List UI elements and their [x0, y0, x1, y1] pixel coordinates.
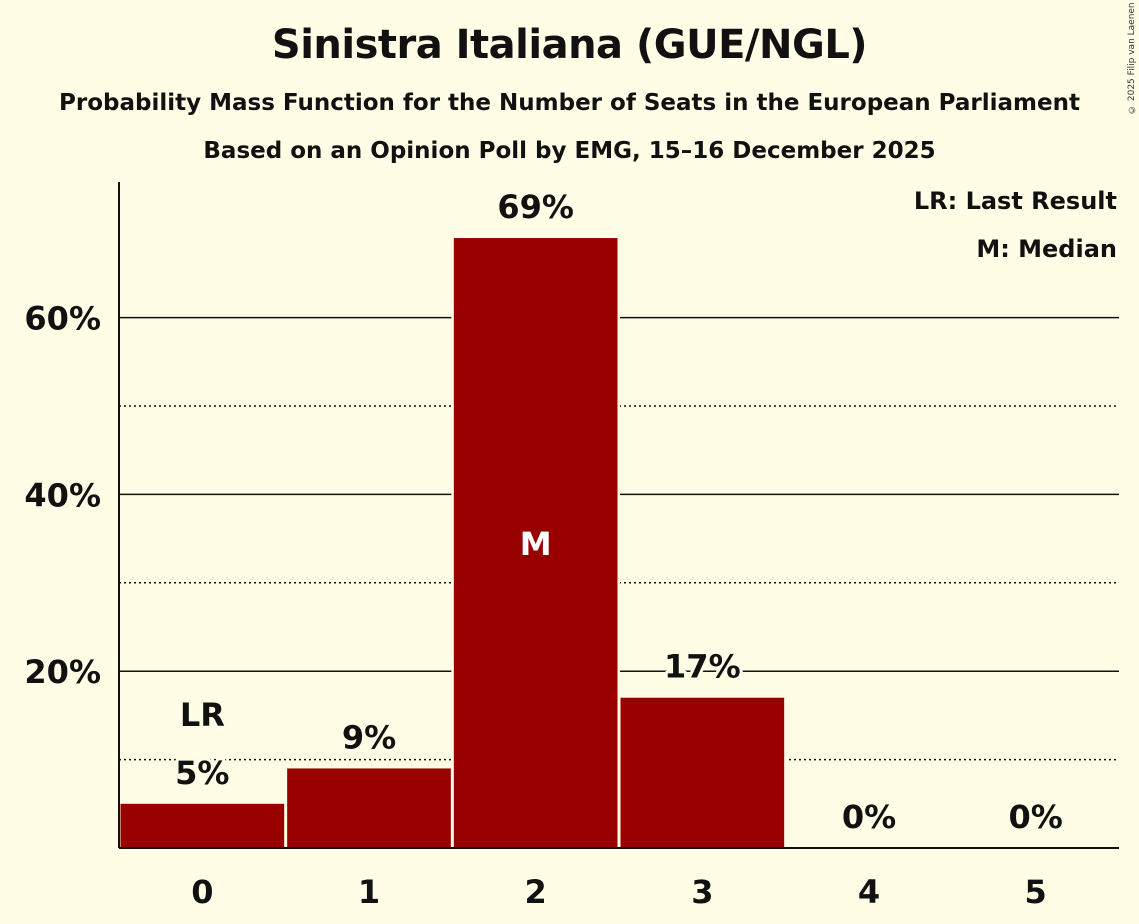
y-tick-label: 60% — [24, 300, 101, 338]
last-result-marker: LR — [180, 696, 225, 734]
bar — [453, 238, 618, 849]
data-label: 9% — [342, 718, 396, 756]
data-label: 5% — [175, 754, 229, 792]
x-tick-label: 3 — [691, 873, 713, 911]
chart-title: Sinistra Italiana (GUE/NGL) — [271, 22, 868, 68]
x-tick-label: 0 — [191, 873, 213, 911]
data-label: 0% — [1009, 798, 1063, 836]
data-label: 17% — [664, 648, 741, 686]
y-tick-label: 40% — [24, 476, 101, 514]
legend-median: M: Median — [976, 235, 1117, 263]
x-tick-label: 4 — [858, 873, 880, 911]
x-tick-label: 1 — [358, 873, 380, 911]
chart-subtitle-poll: Based on an Opinion Poll by EMG, 15–16 D… — [203, 138, 936, 164]
axes — [118, 182, 1119, 849]
bars — [118, 235, 787, 849]
bar — [620, 697, 785, 848]
bar — [287, 768, 451, 848]
median-marker: M — [520, 525, 552, 563]
x-tick-label: 5 — [1025, 873, 1047, 911]
data-label: 0% — [842, 798, 896, 836]
chart-subtitle: Probability Mass Function for the Number… — [59, 90, 1080, 116]
y-tick-label: 20% — [24, 653, 101, 691]
bar — [120, 803, 285, 848]
legend-last-result: LR: Last Result — [914, 187, 1117, 215]
data-label: 69% — [497, 188, 574, 226]
x-tick-label: 2 — [525, 873, 547, 911]
legend: LR: Last Result M: Median — [914, 187, 1117, 263]
